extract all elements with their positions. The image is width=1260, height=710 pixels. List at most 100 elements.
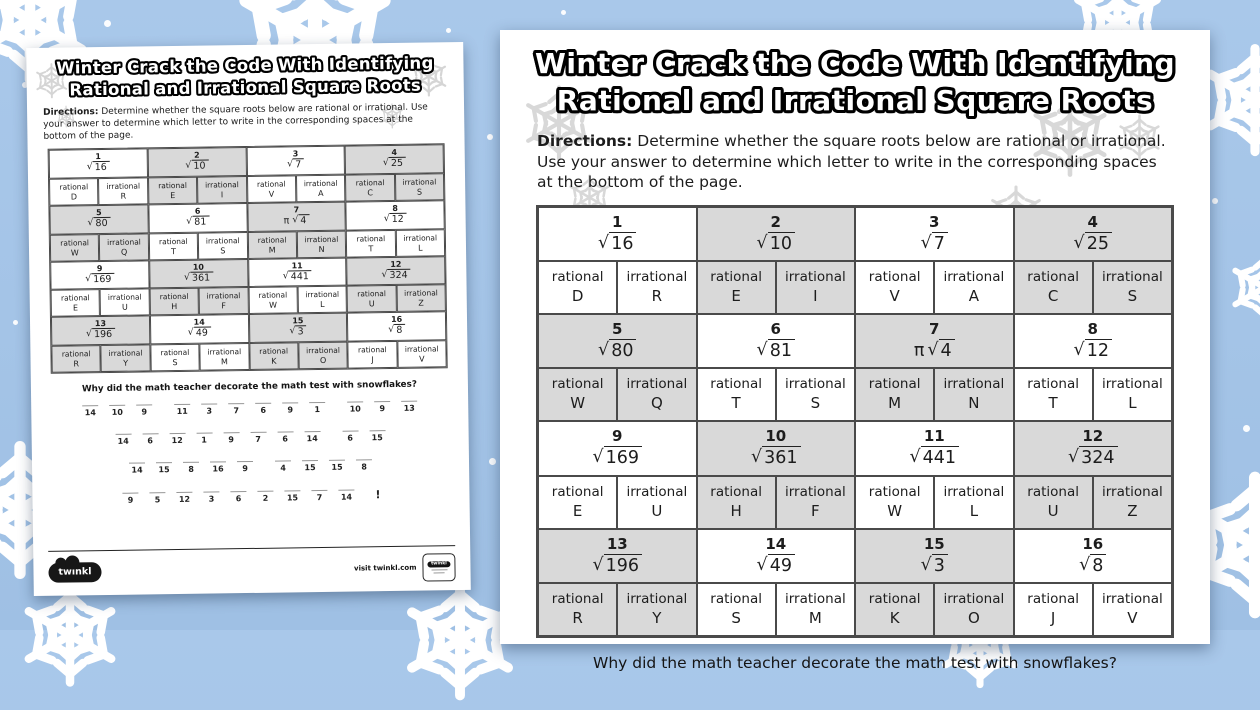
answer-blank-line bbox=[169, 433, 186, 435]
irrational-cell: irrational O bbox=[934, 582, 1014, 636]
problem-header: 7 π √ 4 bbox=[246, 201, 347, 232]
code-blank: 10 bbox=[346, 401, 364, 414]
answer-blank-line bbox=[347, 401, 364, 403]
code-blank: 2 bbox=[256, 491, 274, 503]
answer-blank-line bbox=[155, 462, 173, 464]
problem-header: 8 √ 12 bbox=[1013, 314, 1172, 369]
directions-text: Determine whether the square roots below… bbox=[537, 131, 1166, 192]
code-number: 6 bbox=[147, 436, 154, 446]
irrational-cell: irrational U bbox=[617, 475, 697, 529]
irrational-cell: irrational A bbox=[295, 174, 346, 202]
rational-cell: rational E bbox=[50, 289, 101, 318]
problem-header: 15 √ 3 bbox=[855, 528, 1014, 583]
answer-blank-line bbox=[223, 432, 240, 434]
rational-cell: rational S bbox=[696, 582, 776, 636]
code-number: 13 bbox=[403, 404, 415, 414]
radical-sign: √ bbox=[598, 340, 610, 361]
irrational-cell: irrational M bbox=[775, 582, 855, 636]
code-number: 11 bbox=[176, 407, 188, 417]
code-blank: 14 bbox=[81, 405, 99, 418]
code-number: 15 bbox=[158, 465, 170, 475]
code-blank: 8 bbox=[355, 459, 373, 472]
rational-cell: rational T bbox=[148, 232, 199, 260]
code-blank: 9 bbox=[281, 402, 299, 415]
code-number: 6 bbox=[347, 433, 354, 443]
snow-dot bbox=[1212, 198, 1218, 204]
code-number: 15 bbox=[371, 433, 383, 443]
irrational-cell: irrational Y bbox=[617, 582, 697, 636]
irrational-cell: irrational F bbox=[198, 287, 249, 316]
code-blank: 14 bbox=[114, 434, 132, 446]
rational-cell: rational D bbox=[538, 261, 618, 315]
code-line: 14 6 12 1 9 7 6 14 6 15 bbox=[32, 429, 469, 447]
radical-sign: √ bbox=[187, 327, 194, 339]
irrational-cell: irrational N bbox=[934, 368, 1014, 422]
code-number: 6 bbox=[235, 494, 242, 504]
answer-blank-line bbox=[230, 491, 247, 493]
rational-cell: rational W bbox=[855, 475, 935, 529]
answer-blank-line bbox=[109, 405, 126, 407]
badge-line bbox=[433, 572, 445, 574]
code-blank: 6 bbox=[229, 491, 247, 504]
radical-sign: √ bbox=[289, 325, 296, 337]
irrational-cell: irrational F bbox=[775, 475, 855, 529]
answer-blank-line bbox=[328, 460, 345, 462]
answer-blank-line bbox=[401, 401, 418, 403]
worksheet-title: Winter Crack the Code With Identifying R… bbox=[32, 52, 458, 101]
problem-header: 1 √ 16 bbox=[538, 207, 697, 262]
radical-sign: √ bbox=[86, 160, 93, 172]
problem-header: 7 π √ 4 bbox=[855, 314, 1014, 369]
exclamation-mark: ! bbox=[375, 488, 381, 502]
code-number: 1 bbox=[201, 435, 208, 446]
code-blank: 11 bbox=[173, 404, 191, 416]
radical-sign: √ bbox=[381, 268, 388, 280]
code-blank: 15 bbox=[328, 460, 346, 472]
radical-sign: √ bbox=[185, 159, 192, 171]
code-blank: 16 bbox=[209, 461, 227, 474]
rational-cell: rational M bbox=[247, 230, 298, 259]
code-blank: 7 bbox=[227, 403, 245, 416]
code-number: 3 bbox=[206, 406, 213, 416]
code-key-table: 1 √ 16 2 √ 10 3 √ 7 4 √ 25 rational D irrational R… bbox=[47, 142, 448, 375]
directions-label: Directions: bbox=[537, 131, 633, 150]
worksheet-page-zoomed: Winter Crack the Code With Identifying R… bbox=[500, 30, 1210, 672]
answer-blank-line bbox=[255, 403, 272, 405]
irrational-cell: irrational O bbox=[298, 341, 348, 370]
irrational-cell: irrational S bbox=[197, 231, 248, 260]
answer-blank-line bbox=[174, 404, 191, 406]
problem-header: 9 √ 169 bbox=[538, 421, 697, 476]
radical-sign: √ bbox=[287, 158, 294, 170]
code-blank: 7 bbox=[310, 490, 328, 502]
worksheet-footer: twinkl visit twinkl.com twinkl bbox=[48, 545, 456, 589]
problem-header: 2 √ 10 bbox=[696, 207, 855, 262]
problem-header: 12 √ 324 bbox=[346, 255, 446, 287]
snow-dot bbox=[22, 82, 28, 88]
problem-header: 6 √ 81 bbox=[696, 314, 855, 369]
rational-cell: rational V bbox=[246, 174, 297, 203]
rational-cell: rational S bbox=[150, 344, 200, 372]
radical-sign: √ bbox=[750, 447, 763, 468]
directions-text: Determine whether the square roots below… bbox=[43, 102, 428, 142]
worksheet-title: Winter Crack the Code With Identifying R… bbox=[508, 46, 1202, 120]
code-blank: 13 bbox=[400, 401, 418, 413]
irrational-cell: irrational V bbox=[396, 340, 447, 369]
answer-blank-line bbox=[284, 490, 301, 492]
irrational-cell: irrational N bbox=[296, 230, 347, 258]
rational-cell: rational K bbox=[855, 582, 935, 636]
problem-header: 14 √ 49 bbox=[149, 314, 249, 345]
irrational-cell: irrational R bbox=[617, 261, 697, 315]
answer-blank-line bbox=[304, 431, 321, 433]
answer-blank-line bbox=[228, 403, 245, 405]
answer-blank-line bbox=[142, 433, 159, 435]
problem-header: 13 √ 196 bbox=[538, 528, 697, 583]
code-number: 6 bbox=[260, 406, 267, 416]
rational-cell: rational W bbox=[248, 286, 298, 315]
irrational-cell: irrational S bbox=[394, 172, 445, 201]
problem-header: 11 √ 441 bbox=[247, 257, 347, 288]
code-blank: 10 bbox=[108, 405, 126, 417]
radical-sign: √ bbox=[1067, 447, 1080, 468]
code-number: 9 bbox=[242, 464, 248, 474]
directions: Directions: Determine whether the square… bbox=[537, 131, 1173, 193]
rational-cell: rational D bbox=[49, 177, 99, 206]
title-line-2: Rational and Irrational Square Roots bbox=[556, 83, 1154, 117]
